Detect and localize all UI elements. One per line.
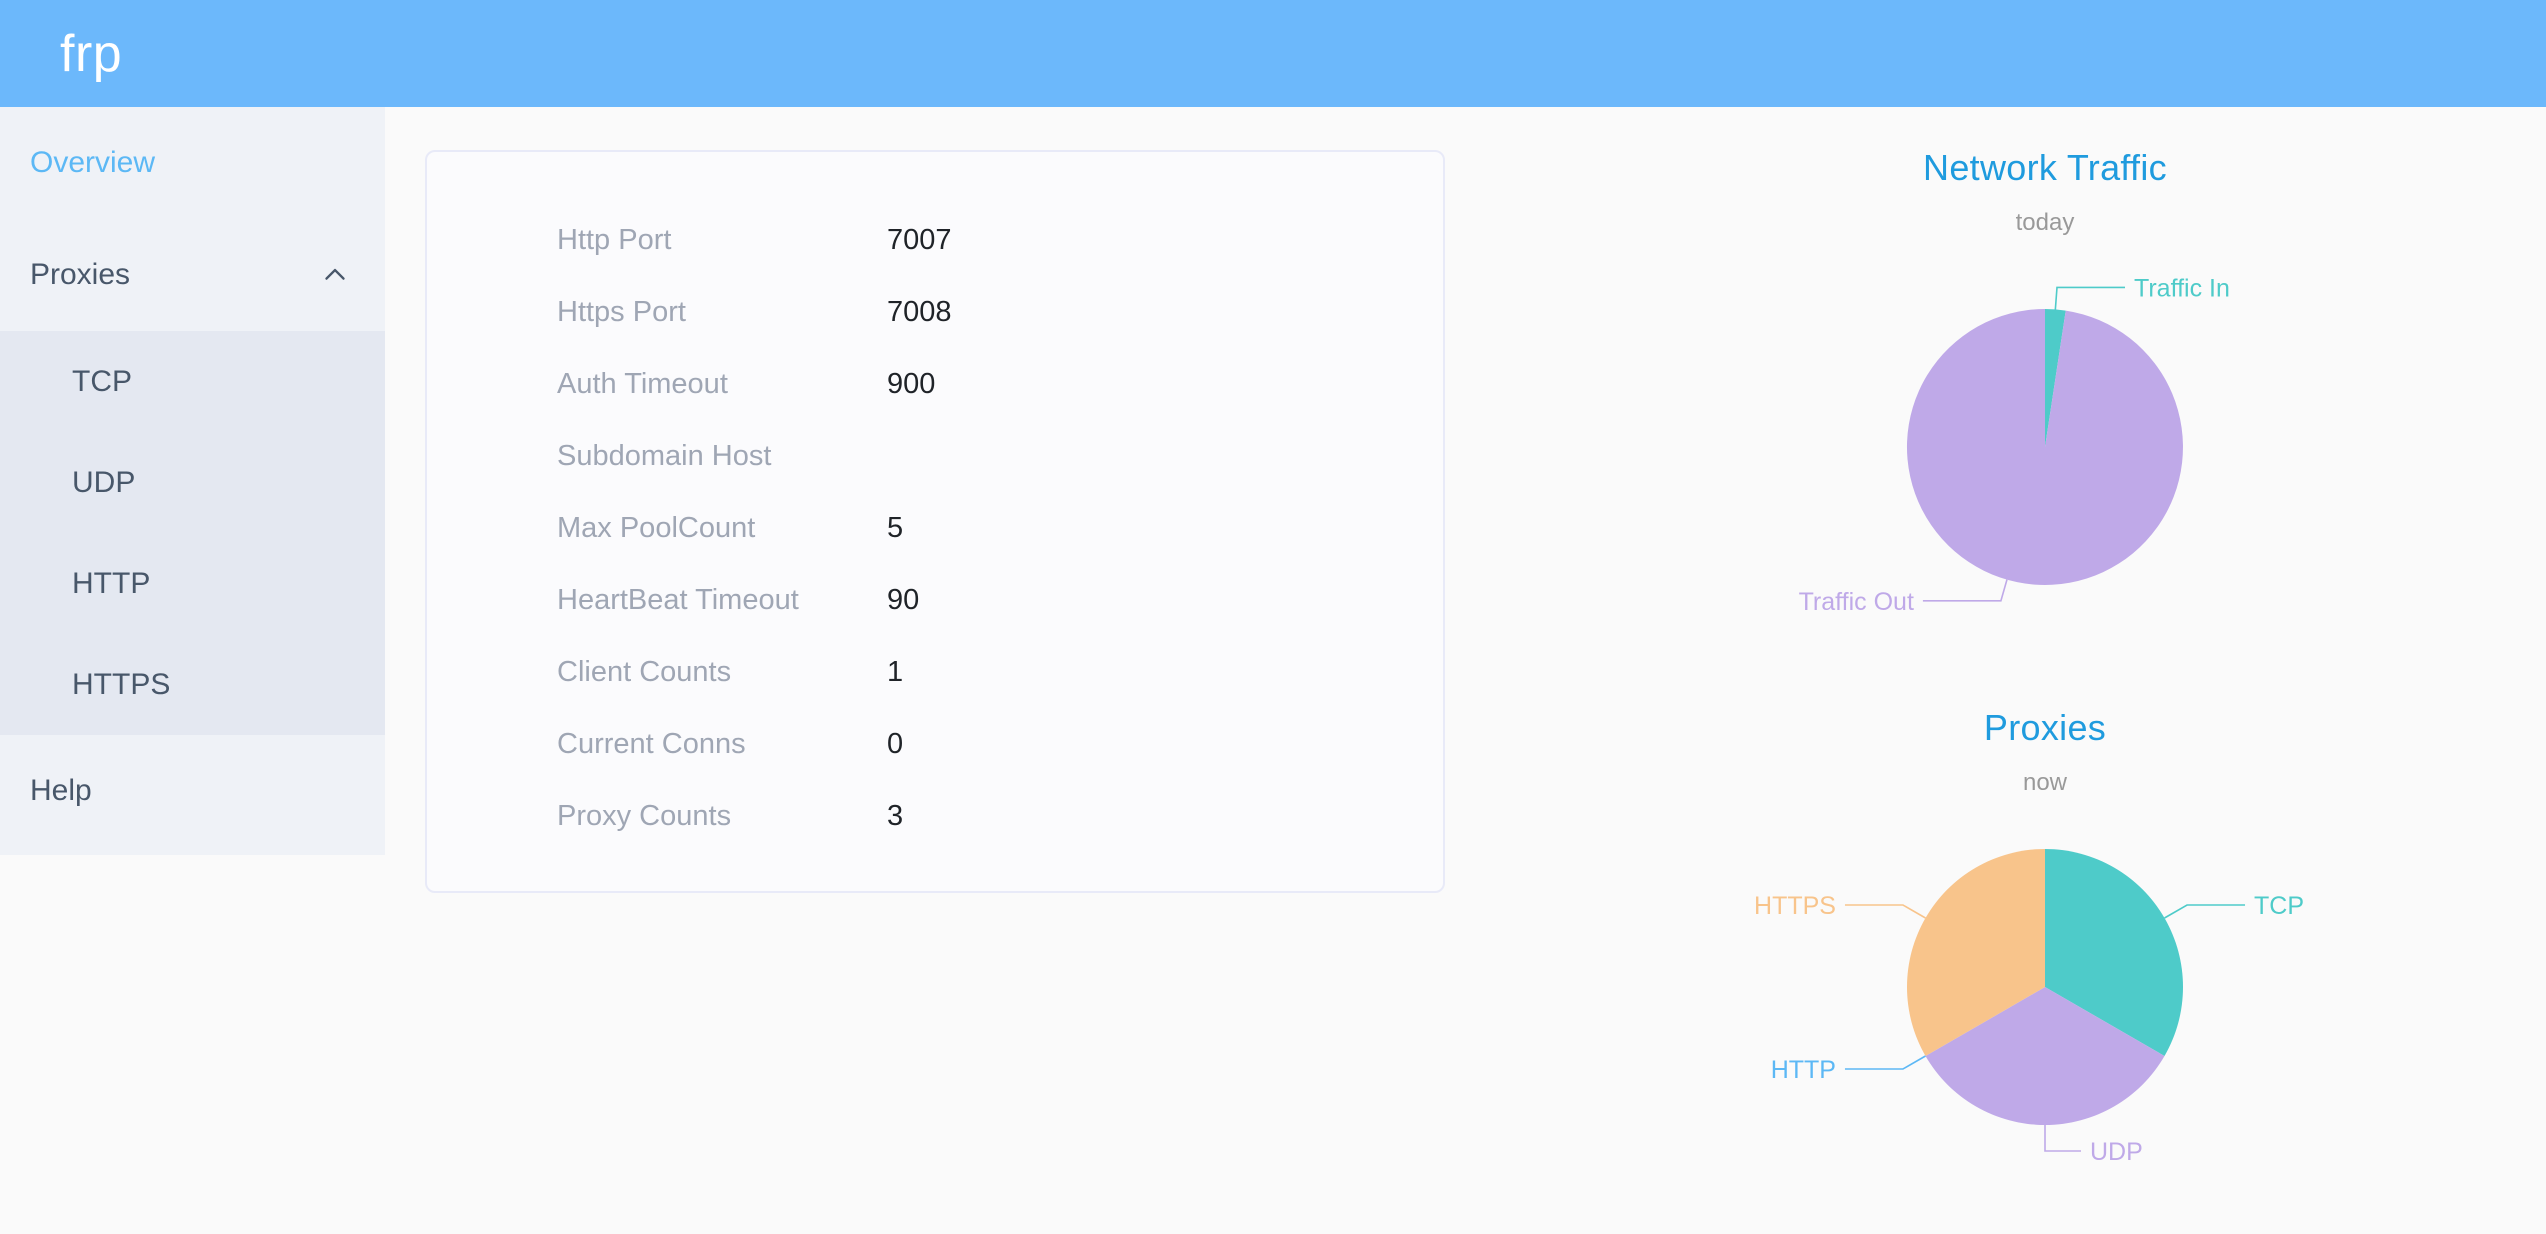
pie-slice-traffic-in[interactable]: [2045, 309, 2066, 447]
server-info-value: 900: [887, 368, 936, 400]
server-info-row: Max PoolCount 5: [557, 512, 1357, 584]
network-traffic-title: Network Traffic: [1923, 147, 2167, 188]
pie-label-udp: UDP: [2090, 1138, 2143, 1166]
sidebar-item-udp-label: UDP: [72, 465, 136, 499]
server-info-label: Current Conns: [557, 728, 746, 760]
server-info-label: Https Port: [557, 296, 686, 328]
pie-label-http: HTTP: [1771, 1056, 1836, 1084]
server-info-label: Http Port: [557, 224, 672, 256]
server-info-row: HeartBeat Timeout 90: [557, 584, 1357, 656]
sidebar-submenu-proxies: TCP UDP HTTP HTTPS: [0, 331, 385, 735]
main-content: Http Port 7007 Https Port 7008 Auth Timeout 9…: [385, 107, 2546, 1234]
proxies-pie[interactable]: TCP UDP HTTP HTTPS: [1555, 797, 2535, 1217]
sidebar-item-help-label: Help: [30, 774, 92, 807]
proxies-title: Proxies: [1983, 707, 2107, 748]
sidebar-item-http-label: HTTP: [72, 566, 151, 600]
server-info-row: Current Conns 0: [557, 728, 1357, 800]
network-traffic-chart: Network Traffic today Traffic In Traffic …: [1555, 107, 2535, 667]
server-info-row: Http Port 7007: [557, 224, 1357, 296]
server-info-value: 7007: [887, 224, 952, 256]
server-info-value: 0: [887, 728, 904, 760]
app-header: frp: [0, 0, 2546, 107]
sidebar-item-tcp[interactable]: TCP: [0, 331, 385, 432]
proxies-chart: Proxies now TCP UDP HTTP HTTPS: [1555, 667, 2535, 1234]
server-info-value: 90: [887, 584, 920, 616]
sidebar-item-proxies-label: Proxies: [30, 258, 131, 291]
server-info-label: Subdomain Host: [557, 440, 772, 472]
sidebar-item-http[interactable]: HTTP: [0, 533, 385, 634]
network-traffic-subtitle: today: [2015, 209, 2075, 236]
server-info-value: 1: [887, 656, 904, 688]
pie-label-https: HTTPS: [1754, 892, 1836, 920]
pie-slice-tcp[interactable]: [2045, 849, 2183, 1056]
sidebar-item-overview[interactable]: Overview: [0, 107, 385, 219]
pie-label-traffic-in: Traffic In: [2134, 274, 2230, 302]
server-info-label: HeartBeat Timeout: [557, 584, 799, 616]
sidebar-item-udp[interactable]: UDP: [0, 432, 385, 533]
network-traffic-pie[interactable]: Traffic In Traffic Out: [1555, 237, 2535, 637]
proxies-subtitle: now: [2022, 769, 2068, 796]
pie-label-traffic-out: Traffic Out: [1799, 588, 1914, 616]
server-info-row: Client Counts 1: [557, 656, 1357, 728]
pie-leader-line: [2164, 904, 2246, 919]
server-info-value: 3: [887, 800, 904, 832]
pie-leader-line: [2054, 286, 2125, 313]
pie-leader-line: [1844, 904, 1926, 919]
sidebar-item-tcp-label: TCP: [72, 364, 132, 398]
sidebar-item-proxies[interactable]: Proxies: [0, 219, 385, 331]
sidebar-nav: Overview Proxies TCP UDP HTTP HTTPS: [0, 107, 385, 855]
pie-slice-udp[interactable]: [1925, 987, 2165, 1125]
pie-label-tcp: TCP: [2254, 892, 2304, 920]
chevron-up-icon[interactable]: [318, 258, 352, 292]
server-info-value: 7008: [887, 296, 952, 328]
server-info-label: Client Counts: [557, 656, 732, 688]
pie-leader-line: [1844, 1055, 1926, 1070]
sidebar-item-https-label: HTTPS: [72, 667, 171, 701]
pie-leader-line: [1922, 579, 2008, 602]
server-info-label: Proxy Counts: [557, 800, 732, 832]
pie-slice-traffic-out[interactable]: [1906, 309, 2183, 585]
sidebar-item-help[interactable]: Help: [0, 735, 385, 847]
server-info-row: Proxy Counts 3: [557, 800, 1357, 872]
server-info-card: Http Port 7007 Https Port 7008 Auth Timeout 9…: [425, 150, 1445, 893]
server-info-row: Subdomain Host: [557, 440, 1357, 512]
server-info-row: Auth Timeout 900: [557, 368, 1357, 440]
app-brand-title: frp: [60, 24, 123, 83]
server-info-row: Https Port 7008: [557, 296, 1357, 368]
pie-slice-https[interactable]: [1907, 849, 2045, 1056]
server-info-label: Auth Timeout: [557, 368, 728, 400]
sidebar-item-overview-label: Overview: [30, 146, 156, 179]
server-info-value: 5: [887, 512, 904, 544]
server-info-table: Http Port 7007 Https Port 7008 Auth Timeout 9…: [557, 224, 1357, 872]
sidebar-item-https[interactable]: HTTPS: [0, 634, 385, 735]
pie-leader-line: [2044, 1125, 2081, 1152]
server-info-label: Max PoolCount: [557, 512, 756, 544]
